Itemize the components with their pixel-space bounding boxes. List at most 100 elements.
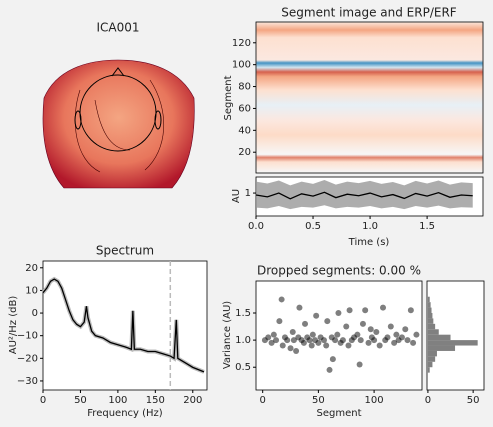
point xyxy=(270,331,277,338)
line xyxy=(255,191,473,200)
topomap xyxy=(42,59,195,189)
segment-image xyxy=(256,22,483,173)
point xyxy=(367,326,374,333)
point xyxy=(393,331,400,338)
point xyxy=(371,337,378,344)
y-tick-label: 80 xyxy=(238,82,251,93)
point xyxy=(384,334,391,341)
y-tick-label: 1.5 xyxy=(235,308,251,319)
point xyxy=(335,309,342,316)
y-tick-label: 40 xyxy=(238,125,251,136)
scatter-title: Dropped segments: 0.00 % xyxy=(257,264,421,278)
point xyxy=(346,307,353,314)
point xyxy=(359,320,366,327)
y-tick-label: 100 xyxy=(232,60,251,71)
point xyxy=(265,334,272,341)
y-tick-label: 1 xyxy=(245,188,251,199)
point xyxy=(343,323,350,330)
x-tick-label: 0.0 xyxy=(248,221,264,232)
hist-bar xyxy=(427,296,430,303)
line xyxy=(42,278,205,373)
x-tick-label: 200 xyxy=(183,395,202,406)
point xyxy=(296,304,303,311)
hist-bar xyxy=(427,323,436,330)
point xyxy=(306,337,313,344)
point xyxy=(407,307,414,314)
hist-bar xyxy=(427,307,432,313)
point xyxy=(289,328,296,335)
y-tick-label: −10 xyxy=(17,331,38,342)
x-tick-label: 0.5 xyxy=(305,221,321,232)
point xyxy=(300,339,307,346)
point xyxy=(278,296,285,303)
point xyxy=(387,323,394,330)
point xyxy=(326,366,333,373)
point xyxy=(362,307,369,314)
y-tick-label: −30 xyxy=(17,376,38,387)
y-tick-label: 10 xyxy=(25,285,38,296)
point xyxy=(309,331,316,338)
x-tick-label: 1.5 xyxy=(419,221,435,232)
point xyxy=(276,318,283,325)
point xyxy=(345,342,352,349)
point xyxy=(357,337,364,344)
point xyxy=(279,342,286,349)
point xyxy=(410,339,417,346)
point xyxy=(308,342,315,349)
x-label: Time (s) xyxy=(348,237,390,248)
y-label: AU²/Hz (dB) xyxy=(8,296,19,355)
point xyxy=(290,337,297,344)
point xyxy=(287,345,294,352)
hist-bar xyxy=(427,340,478,346)
y-tick-label: 0 xyxy=(32,308,38,319)
hist-bar xyxy=(427,312,433,319)
point xyxy=(329,356,336,363)
hist-bar xyxy=(427,367,430,373)
point xyxy=(354,331,361,338)
point xyxy=(284,337,291,344)
y-label: AU xyxy=(231,189,242,203)
point xyxy=(398,334,405,341)
point xyxy=(413,331,420,338)
y-tick-label: 0.5 xyxy=(235,362,251,373)
point xyxy=(324,318,331,325)
hist-bar xyxy=(427,302,431,308)
y-label: Segment xyxy=(223,75,234,120)
x-tick-label: 0 xyxy=(40,395,46,406)
y-tick-label: 120 xyxy=(232,38,251,49)
hist-bar xyxy=(427,361,433,368)
x-tick-label: 0 xyxy=(259,395,265,406)
y-tick-label: −20 xyxy=(17,353,38,364)
hist-bar xyxy=(427,345,456,351)
x-tick-label: 0 xyxy=(425,395,431,406)
hist-bar xyxy=(427,350,437,357)
y-label: Variance (AU) xyxy=(222,301,233,369)
point xyxy=(404,337,411,344)
hist-bar xyxy=(427,318,434,324)
point xyxy=(373,328,380,335)
hist-bar xyxy=(427,329,439,335)
point xyxy=(365,339,372,346)
point xyxy=(356,361,363,368)
x-tick-label: 1.0 xyxy=(362,221,378,232)
point xyxy=(380,304,387,311)
point xyxy=(293,347,300,354)
point xyxy=(273,337,280,344)
point xyxy=(302,320,309,327)
x-tick-label: 50 xyxy=(74,395,87,406)
point xyxy=(315,339,322,346)
x-tick-label: 100 xyxy=(108,395,127,406)
topo-title: ICA001 xyxy=(96,21,139,35)
point xyxy=(313,312,320,319)
spectrum-title: Spectrum xyxy=(96,244,154,258)
x-tick-label: 50 xyxy=(312,395,325,406)
point xyxy=(332,337,339,344)
point xyxy=(339,337,346,344)
y-tick-label: 60 xyxy=(238,103,251,114)
x-label: Segment xyxy=(317,408,362,419)
hist-bar xyxy=(427,334,451,341)
point xyxy=(320,337,327,344)
point xyxy=(268,339,275,346)
x-tick-label: 100 xyxy=(365,395,384,406)
